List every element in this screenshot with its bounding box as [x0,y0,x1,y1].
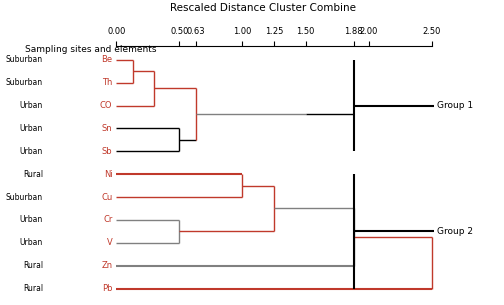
Title: Rescaled Distance Cluster Combine: Rescaled Distance Cluster Combine [170,3,356,13]
Text: Sampling sites and elements: Sampling sites and elements [25,45,157,54]
Text: Cr: Cr [103,215,112,224]
Text: Group 1: Group 1 [437,101,473,110]
Text: Pb: Pb [102,284,112,293]
Text: Urban: Urban [20,147,43,156]
Text: Urban: Urban [20,215,43,224]
Text: Th: Th [102,78,112,87]
Text: V: V [107,238,112,247]
Text: Urban: Urban [20,238,43,247]
Text: Urban: Urban [20,101,43,110]
Text: Suburban: Suburban [6,78,43,87]
Text: Sb: Sb [102,147,112,156]
Text: Zn: Zn [101,261,112,270]
Text: Rural: Rural [23,284,43,293]
Text: Rural: Rural [23,170,43,179]
Text: CO: CO [100,101,112,110]
Text: Group 2: Group 2 [437,227,473,236]
Text: Rural: Rural [23,261,43,270]
Text: Sn: Sn [102,124,112,133]
Text: Suburban: Suburban [6,56,43,64]
Text: Ni: Ni [104,170,112,179]
Text: Be: Be [101,56,112,64]
Text: Suburban: Suburban [6,192,43,202]
Text: Urban: Urban [20,124,43,133]
Text: Cu: Cu [101,192,112,202]
